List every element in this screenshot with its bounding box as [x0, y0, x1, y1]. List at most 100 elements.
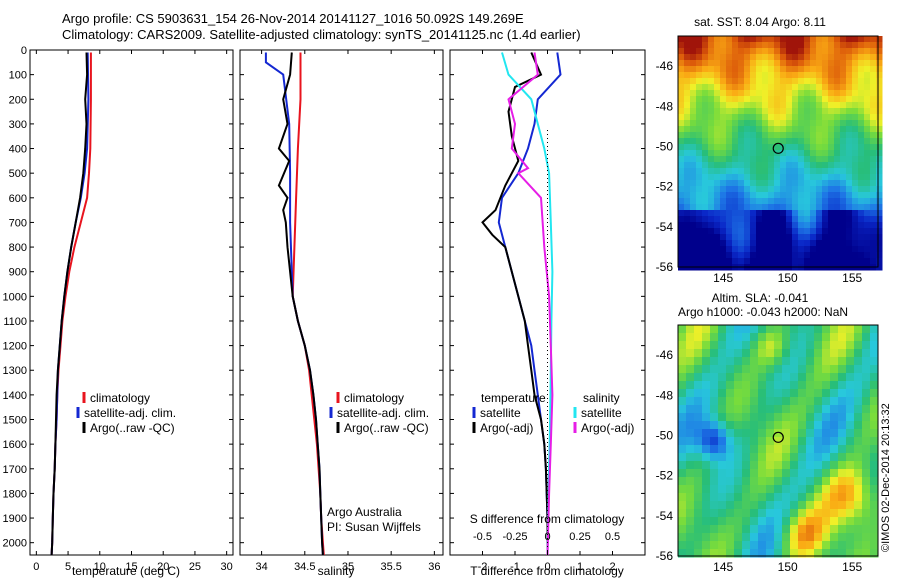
- heatmap-cell: [822, 485, 831, 494]
- heatmap-cell: [828, 204, 835, 211]
- heatmap-cell: [744, 84, 751, 91]
- heatmap-cell: [852, 108, 859, 115]
- heatmap-cell: [766, 397, 775, 406]
- heatmap-cell: [804, 204, 811, 211]
- heatmap-cell: [690, 66, 697, 73]
- heatmap-cell: [678, 114, 685, 121]
- heatmap-cell: [816, 102, 823, 109]
- heatmap-cell: [780, 132, 787, 139]
- heatmap-cell: [726, 246, 733, 253]
- heatmap-cell: [678, 90, 685, 97]
- heatmap-cell: [758, 389, 767, 398]
- heatmap-cell: [862, 421, 871, 430]
- map-lon-label: 145: [713, 271, 733, 285]
- heatmap-cell: [726, 525, 735, 534]
- heatmap-cell: [710, 333, 719, 342]
- heatmap-cell: [768, 192, 775, 199]
- heatmap-cell: [858, 246, 865, 253]
- heatmap-cell: [798, 252, 805, 259]
- heatmap-cell: [814, 405, 823, 414]
- heatmap-cell: [686, 405, 695, 414]
- heatmap-cell: [780, 90, 787, 97]
- heatmap-cell: [750, 549, 759, 558]
- heatmap-cell: [726, 186, 733, 193]
- heatmap-cell: [806, 501, 815, 510]
- depth-axis: 0100200300400500600700800900100011001200…: [3, 45, 645, 550]
- heatmap-cell: [750, 42, 757, 49]
- heatmap-cell: [744, 132, 751, 139]
- heatmap-cell: [814, 541, 823, 550]
- heatmap-cell: [852, 144, 859, 151]
- heatmap-cell: [750, 120, 757, 127]
- heatmap-cell: [810, 96, 817, 103]
- heatmap-cell: [732, 72, 739, 79]
- heatmap-cell: [846, 54, 853, 61]
- heatmap-cell: [690, 36, 697, 43]
- heatmap-cell: [780, 192, 787, 199]
- heatmap-cell: [834, 144, 841, 151]
- heatmap-cell: [852, 222, 859, 229]
- heatmap-cell: [738, 156, 745, 163]
- heatmap-cell: [790, 509, 799, 518]
- heatmap-cell: [738, 42, 745, 49]
- heatmap-cell: [804, 228, 811, 235]
- heatmap-cell: [726, 541, 735, 550]
- heatmap-cell: [828, 120, 835, 127]
- heatmap-cell: [742, 381, 751, 390]
- heatmap-cell: [690, 234, 697, 241]
- heatmap-cell: [720, 246, 727, 253]
- heatmap-cell: [798, 228, 805, 235]
- heatmap-cell: [726, 108, 733, 115]
- heatmap-cell: [702, 509, 711, 518]
- heatmap-cell: [678, 228, 685, 235]
- heatmap-cell: [846, 341, 855, 350]
- heatmap-cell: [758, 357, 767, 366]
- heatmap-cell: [816, 192, 823, 199]
- heatmap-cell: [684, 108, 691, 115]
- heatmap-cell: [822, 102, 829, 109]
- heatmap-cell: [804, 54, 811, 61]
- heatmap-cell: [766, 493, 775, 502]
- heatmap-cell: [732, 162, 739, 169]
- heatmap-cell: [798, 144, 805, 151]
- heatmap-cell: [686, 541, 695, 550]
- heatmap-cell: [822, 174, 829, 181]
- heatmap-cell: [750, 325, 759, 334]
- heatmap-cell: [720, 198, 727, 205]
- heatmap-cell: [780, 204, 787, 211]
- heatmap-cell: [732, 228, 739, 235]
- heatmap-cell: [846, 42, 853, 49]
- heatmap-cell: [678, 66, 685, 73]
- heatmap-cell: [798, 150, 805, 157]
- heatmap-cell: [822, 341, 831, 350]
- heatmap-cell: [758, 509, 767, 518]
- heatmap-cell: [790, 437, 799, 446]
- heatmap-cell: [840, 180, 847, 187]
- heatmap-cell: [690, 132, 697, 139]
- heatmap-cell: [756, 168, 763, 175]
- heatmap-cell: [720, 144, 727, 151]
- heatmap-cell: [696, 210, 703, 217]
- heatmap-cell: [738, 222, 745, 229]
- heatmap-cell: [756, 150, 763, 157]
- heatmap-cell: [766, 541, 775, 550]
- heatmap-cell: [714, 42, 721, 49]
- heatmap-cell: [814, 549, 823, 558]
- heatmap-cell: [690, 174, 697, 181]
- heatmap-cell: [696, 102, 703, 109]
- heatmap-cell: [782, 549, 791, 558]
- heatmap-cell: [738, 216, 745, 223]
- heatmap-cell: [686, 373, 695, 382]
- salinity-legend: climatology satellite-adj. clim. Argo(..…: [329, 391, 429, 435]
- depth-tick-label: 400: [9, 144, 27, 156]
- heatmap-cell: [714, 54, 721, 61]
- heatmap-cell: [714, 174, 721, 181]
- heatmap-cell: [840, 150, 847, 157]
- heatmap-cell: [852, 90, 859, 97]
- heatmap-cell: [870, 421, 879, 430]
- heatmap-cell: [762, 114, 769, 121]
- heatmap-cell: [694, 365, 703, 374]
- heatmap-cell: [702, 54, 709, 61]
- depth-tick-label: 700: [9, 217, 27, 229]
- heatmap-cell: [840, 114, 847, 121]
